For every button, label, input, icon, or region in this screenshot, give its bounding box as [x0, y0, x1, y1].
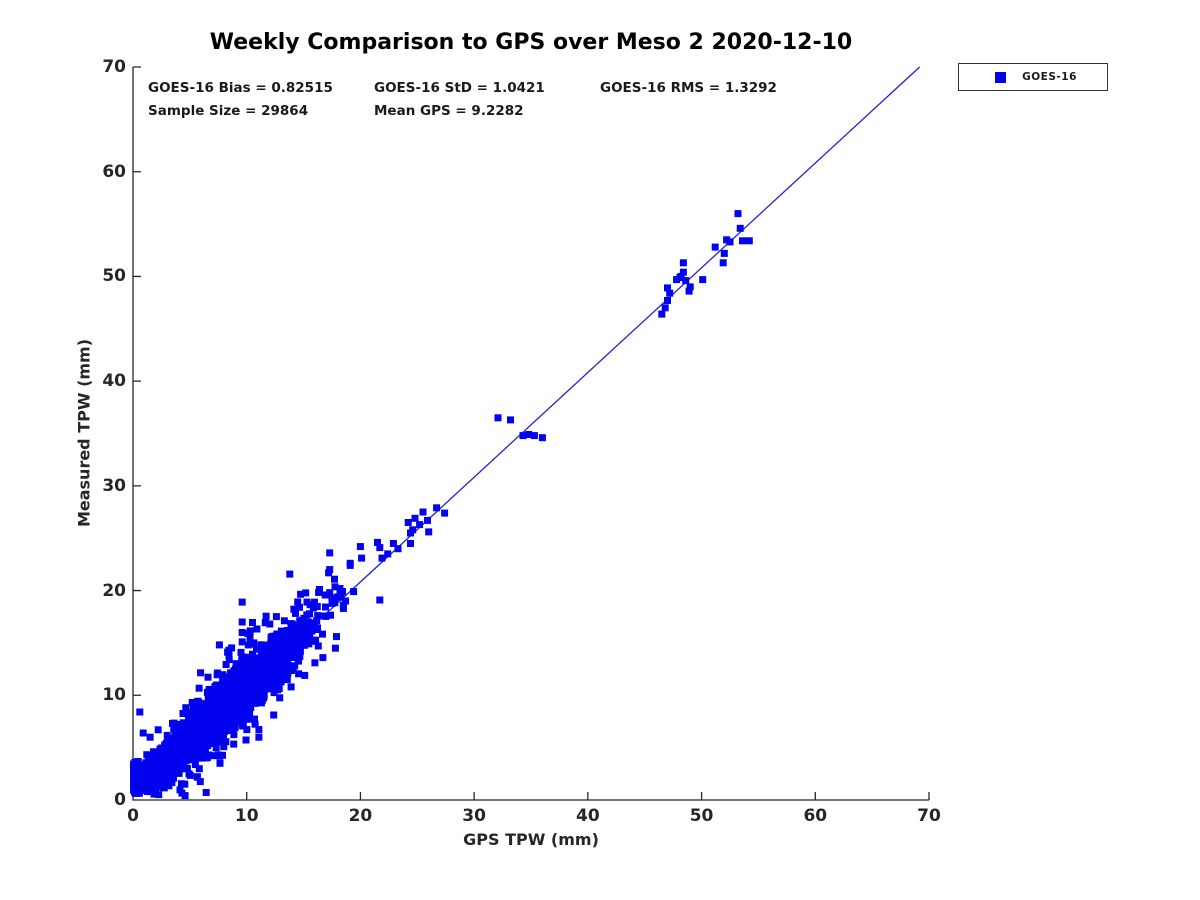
- x-tick-label: 20: [348, 806, 373, 826]
- scatter-points-dense-cloud: [130, 570, 346, 800]
- x-tick-label: 30: [462, 806, 486, 826]
- legend: GOES-16: [958, 63, 1108, 91]
- x-tick-label: 0: [127, 806, 139, 826]
- y-tick-label: 70: [102, 57, 126, 77]
- legend-series-label: GOES-16: [1022, 71, 1077, 83]
- x-tick-label: 50: [689, 806, 714, 826]
- legend-marker-square-icon: [995, 71, 1006, 83]
- stat-rms: GOES-16 RMS = 1.3292: [600, 80, 777, 96]
- stat-mean-gps: Mean GPS = 9.2282: [374, 103, 524, 119]
- x-axis-label: GPS TPW (mm): [463, 830, 599, 849]
- y-tick-label: 0: [114, 790, 126, 810]
- y-axis-label: Measured TPW (mm): [74, 338, 94, 528]
- stat-bias: GOES-16 Bias = 0.82515: [148, 80, 333, 96]
- y-tick-label: 40: [102, 371, 126, 392]
- x-tick-label: 10: [234, 806, 259, 826]
- x-tick-label: 60: [803, 806, 828, 826]
- chart-title: Weekly Comparison to GPS over Meso 2 202…: [209, 30, 853, 55]
- y-tick-label: 30: [102, 475, 126, 496]
- stat-sample-size: Sample Size = 29864: [148, 103, 309, 119]
- x-tick-label: 40: [576, 806, 600, 826]
- x-tick-label: 70: [917, 806, 941, 826]
- y-tick-label: 60: [102, 161, 126, 182]
- y-tick-label: 50: [102, 266, 126, 287]
- y-tick-label: 20: [102, 580, 126, 601]
- y-tick-label: 10: [102, 685, 126, 706]
- scatter-points-outliers: [136, 210, 753, 776]
- stat-std: GOES-16 StD = 1.0421: [374, 80, 545, 96]
